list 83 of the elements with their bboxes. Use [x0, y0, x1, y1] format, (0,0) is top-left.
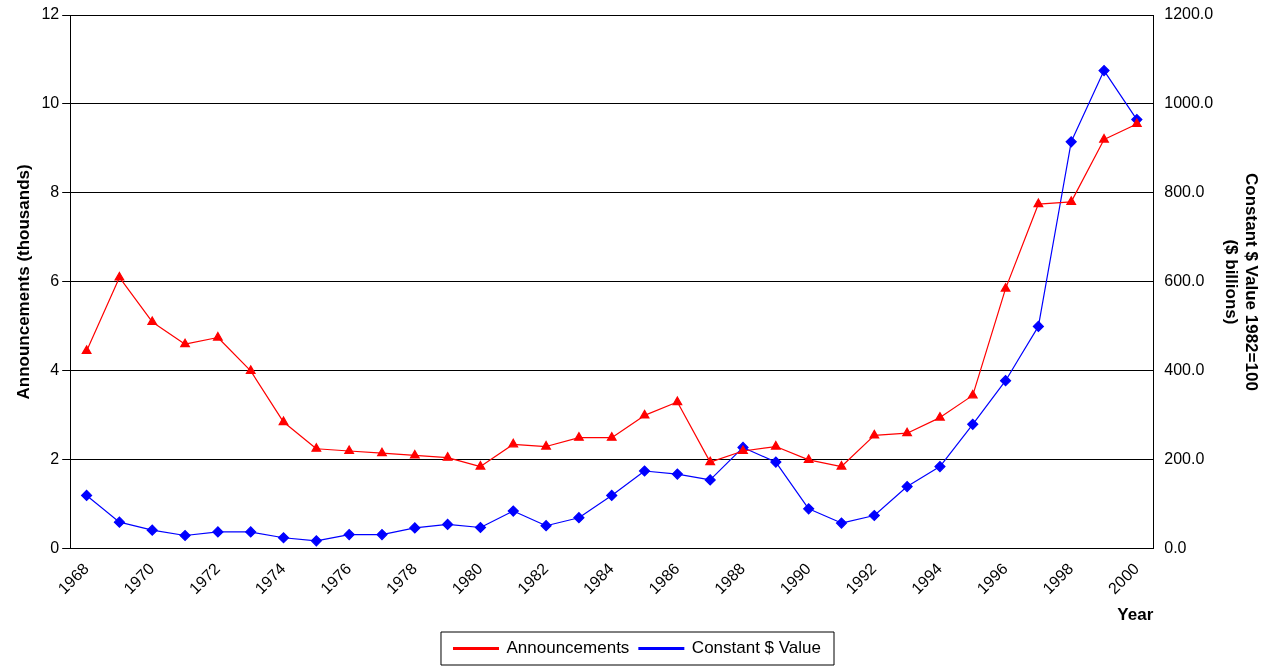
- point: [803, 454, 814, 463]
- point: [180, 338, 190, 348]
- y2-tick-label: 800.0: [1164, 183, 1205, 201]
- point: [671, 468, 683, 480]
- y2-axis-title: Constant $ Value 1982=100 ($ billions): [1221, 173, 1262, 391]
- y-tick-label: 0: [50, 539, 60, 557]
- point: [507, 505, 519, 517]
- point: [704, 474, 716, 486]
- point: [935, 412, 945, 421]
- point: [967, 418, 979, 430]
- point: [475, 460, 486, 470]
- y2-tick-label: 0.0: [1164, 539, 1187, 557]
- legend-label: Announcements: [506, 638, 630, 658]
- point: [81, 345, 92, 354]
- point: [705, 456, 716, 466]
- point: [377, 447, 387, 457]
- point: [573, 512, 585, 524]
- point: [836, 460, 847, 470]
- point: [901, 480, 913, 493]
- point: [442, 518, 454, 530]
- point: [934, 460, 946, 473]
- x-axis-title: Year: [1117, 605, 1154, 625]
- y2-tick-label: 1000.0: [1164, 94, 1214, 112]
- y2-tick-label: 400.0: [1164, 361, 1205, 379]
- y-tick-label: 8: [50, 183, 60, 201]
- point: [278, 416, 289, 426]
- point: [770, 440, 781, 450]
- point: [376, 529, 388, 541]
- y-tick-label: 4: [50, 361, 60, 379]
- point: [541, 440, 552, 450]
- point: [147, 316, 158, 326]
- point: [1098, 65, 1110, 77]
- point: [114, 271, 125, 281]
- point: [1032, 320, 1044, 333]
- point: [540, 520, 552, 532]
- point: [738, 445, 748, 455]
- point: [343, 529, 355, 541]
- point: [245, 365, 256, 374]
- point: [672, 396, 683, 406]
- y-tick-label: 12: [41, 5, 60, 23]
- point: [868, 509, 880, 522]
- point: [869, 429, 880, 439]
- y2-tick-label: 600.0: [1164, 272, 1205, 290]
- point: [442, 452, 453, 461]
- point: [606, 489, 618, 502]
- point: [146, 524, 158, 536]
- y-axis-title: Announcements (thousands): [13, 164, 33, 400]
- point: [999, 375, 1012, 387]
- point: [344, 445, 355, 455]
- point: [1066, 196, 1077, 205]
- point: [212, 331, 223, 341]
- y2-tick-label: 1200.0: [1164, 5, 1214, 23]
- legend-label: Constant $ Value: [691, 638, 822, 658]
- point: [113, 516, 126, 528]
- point: [179, 529, 191, 542]
- point: [1099, 133, 1109, 143]
- point: [573, 432, 584, 441]
- point: [409, 522, 421, 534]
- y-tick-label: 2: [50, 450, 60, 468]
- point: [1033, 198, 1044, 208]
- y2-tick-label: 200.0: [1164, 450, 1205, 468]
- point: [639, 409, 650, 419]
- point: [310, 535, 322, 547]
- y-tick-label: 10: [41, 94, 60, 112]
- point: [835, 517, 848, 529]
- point: [311, 443, 322, 452]
- point: [212, 526, 224, 538]
- point: [1131, 118, 1142, 128]
- point: [245, 526, 257, 538]
- point: [474, 521, 487, 534]
- point: [1000, 283, 1011, 292]
- y-tick-label: 6: [50, 272, 60, 290]
- point: [508, 438, 519, 448]
- point: [967, 389, 978, 399]
- point: [606, 432, 617, 441]
- point: [277, 532, 290, 544]
- point: [902, 427, 913, 437]
- point: [1065, 136, 1077, 148]
- point: [81, 489, 93, 502]
- point: [638, 465, 651, 477]
- point: [409, 449, 420, 459]
- point: [770, 456, 782, 468]
- point: [803, 503, 815, 515]
